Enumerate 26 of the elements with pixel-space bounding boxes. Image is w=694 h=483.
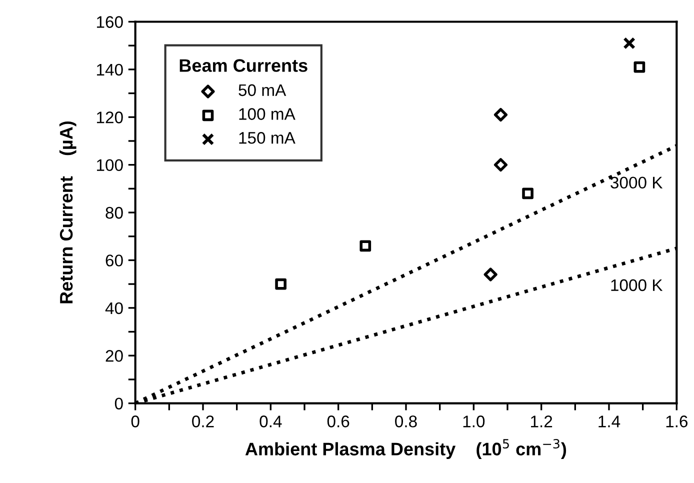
series-label: 1000 K [611, 279, 663, 292]
y-tick-label: 100 [96, 159, 123, 172]
y-tick-label: 160 [96, 16, 123, 28]
y-tick-label: 80 [106, 206, 123, 219]
y-tick-label: 60 [106, 254, 123, 266]
x-tick-label: 1.2 [531, 416, 552, 428]
legend-label: 100 mA [239, 108, 296, 120]
y-tick-label: 20 [106, 350, 123, 362]
x-tick-label: 0 [131, 416, 140, 428]
y-tick-label: 140 [96, 64, 123, 76]
y-tick-label: 40 [105, 302, 123, 314]
legend-title: Beam Currents [180, 59, 308, 72]
legend-label: 150 mA [239, 132, 296, 144]
y-tick-label: 0 [114, 398, 123, 410]
x-tick-label: 1.0 [463, 416, 485, 428]
y-tick-label: 120 [96, 112, 123, 124]
x-tick-label: 0.4 [260, 416, 282, 428]
x-tick-label: 1.4 [598, 416, 620, 428]
x-tick-label: 0.8 [395, 416, 417, 428]
series-label: 3000 K [610, 176, 663, 189]
x-tick-label: 0.2 [192, 416, 214, 428]
y-axis-title: Return Current (µA) [59, 121, 76, 304]
legend-label: 50 mA [238, 84, 286, 96]
x-tick-label: 0.6 [327, 416, 350, 428]
x-tick-label: 1.6 [666, 416, 688, 428]
x-axis-title: Ambient Plasma Density (10$^{5}$ cm$^{−3}$) [245, 438, 566, 460]
